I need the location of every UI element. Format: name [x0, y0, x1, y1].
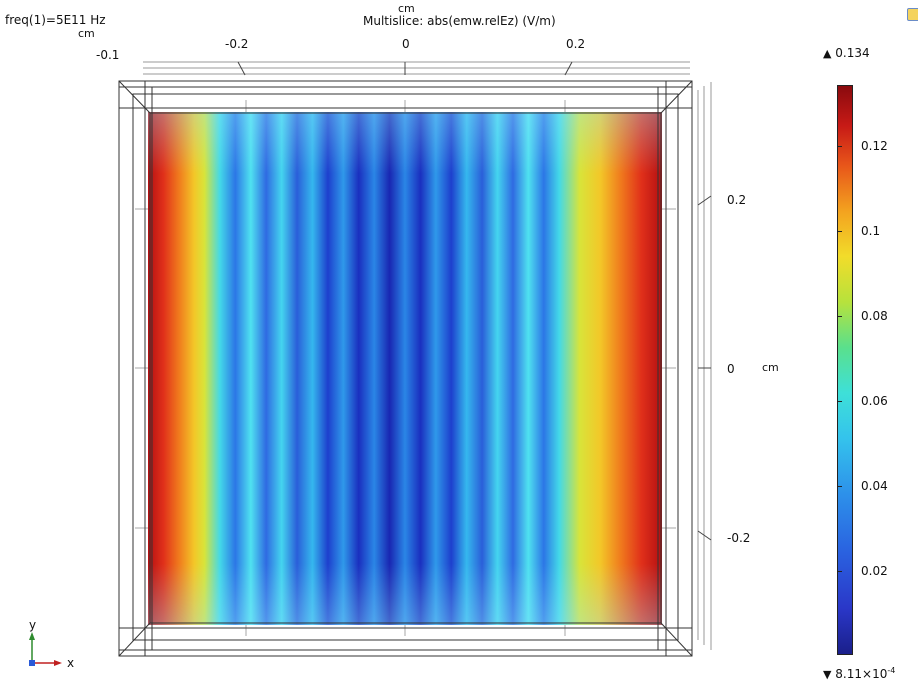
colorbar-tick-mark — [837, 146, 842, 147]
colorbar-min-label: ▼ 8.11×10-4 — [823, 666, 896, 681]
x-tick-label: 0.2 — [566, 37, 586, 51]
colorbar-max-label: ▲ 0.134 — [823, 46, 870, 60]
colorbar-tick-mark — [837, 571, 842, 572]
colorbar — [837, 85, 853, 655]
colorbar-tick-mark — [837, 316, 842, 317]
colorbar-tick-label: 0.1 — [861, 224, 881, 238]
multislice-field-plot[interactable] — [148, 112, 662, 625]
x-tick-label: -0.1 — [96, 48, 120, 62]
y-axis-unit: cm — [762, 361, 779, 374]
x-axis-unit-top: cm — [398, 2, 415, 15]
colorbar-tick-label: 0.08 — [861, 309, 888, 323]
colorbar-tick-label: 0.02 — [861, 564, 888, 578]
plot-title: Multislice: abs(emw.relEz) (V/m) — [363, 14, 556, 28]
colorbar-tick-mark — [837, 401, 842, 402]
colorbar-tick-label: 0.04 — [861, 479, 888, 493]
colorbar-tick-mark — [837, 486, 842, 487]
triad-y-label: y — [29, 618, 37, 632]
triad-x-label: x — [67, 656, 75, 670]
colorbar-tick-mark — [837, 231, 842, 232]
x-tick-label: 0 — [402, 37, 410, 51]
colorbar-tick-label: 0.06 — [861, 394, 888, 408]
plot-window-icon[interactable] — [907, 8, 918, 21]
y-tick-label: -0.2 — [727, 531, 751, 545]
x-axis-unit-left: cm — [78, 27, 95, 40]
y-tick-label: 0 — [727, 362, 735, 376]
colorbar-tick-label: 0.12 — [861, 139, 888, 153]
x-tick-label: -0.2 — [225, 37, 249, 51]
frequency-label: freq(1)=5E11 Hz — [5, 13, 106, 27]
max-triangle-icon: ▲ — [823, 47, 832, 60]
min-triangle-icon: ▼ — [823, 668, 832, 681]
y-tick-label: 0.2 — [727, 193, 747, 207]
